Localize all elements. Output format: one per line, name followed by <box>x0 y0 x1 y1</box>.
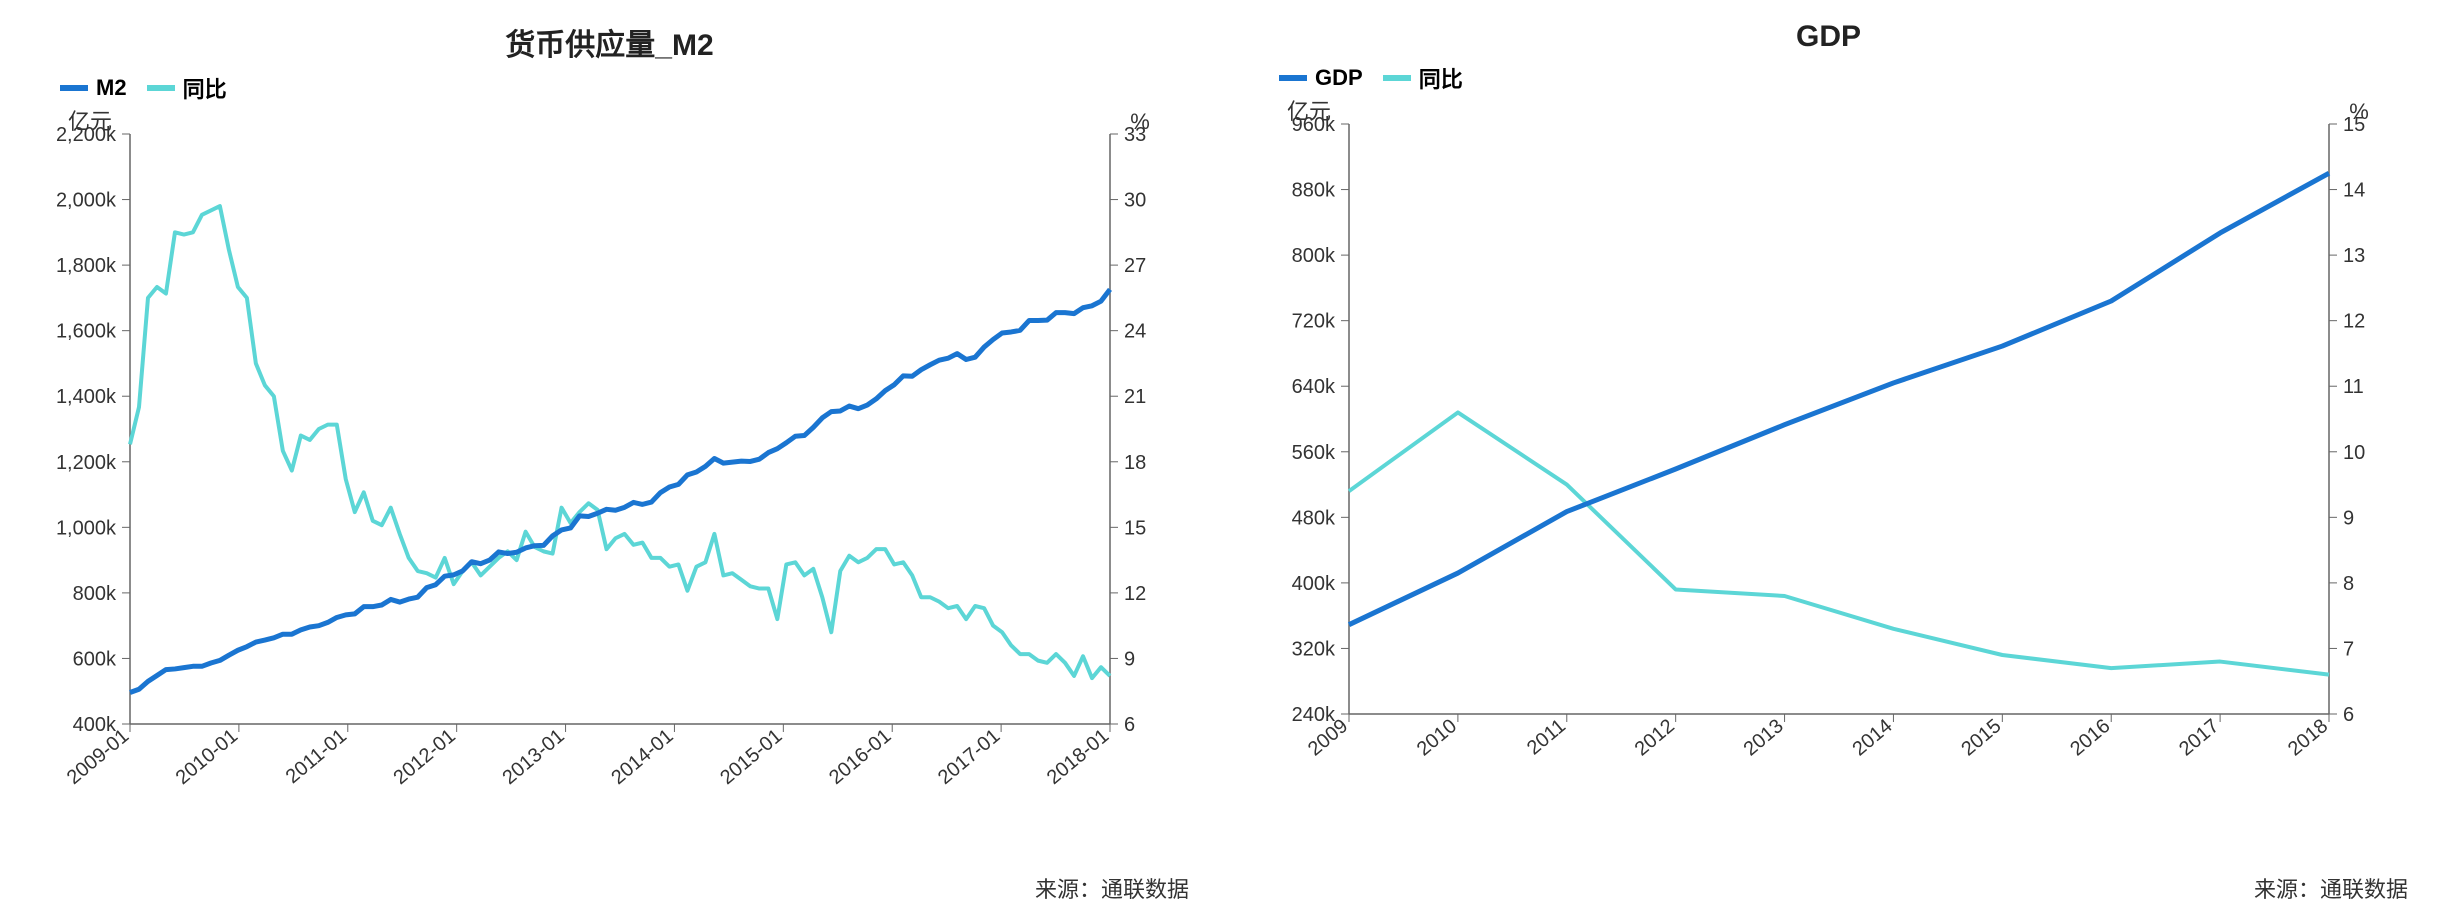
svg-text:1,200k: 1,200k <box>56 452 117 474</box>
gdp-source: 来源：通联数据 <box>2254 872 2408 904</box>
svg-text:21: 21 <box>1124 386 1146 408</box>
svg-text:480k: 480k <box>1292 507 1336 529</box>
m2-legend: M2同比 <box>60 72 1199 104</box>
svg-text:2016-01: 2016-01 <box>825 725 895 789</box>
svg-text:15: 15 <box>1124 517 1146 539</box>
svg-text:2011: 2011 <box>1523 715 1570 760</box>
svg-text:14: 14 <box>2343 180 2365 202</box>
svg-text:1,800k: 1,800k <box>56 255 117 277</box>
svg-text:2,000k: 2,000k <box>56 190 117 212</box>
svg-text:960k: 960k <box>1292 114 1336 136</box>
svg-text:6: 6 <box>2343 704 2354 726</box>
svg-text:2013-01: 2013-01 <box>498 725 568 789</box>
svg-text:2016: 2016 <box>2066 715 2114 760</box>
m2-panel: 货币供应量_M2 M2同比 亿元%400k600k800k1,000k1,200… <box>0 0 1219 916</box>
svg-text:12: 12 <box>1124 583 1146 605</box>
svg-text:10: 10 <box>2343 442 2365 464</box>
svg-text:2010-01: 2010-01 <box>172 725 242 789</box>
svg-text:2015-01: 2015-01 <box>716 725 786 789</box>
svg-text:13: 13 <box>2343 245 2365 267</box>
svg-text:2012-01: 2012-01 <box>390 725 460 789</box>
svg-text:2,200k: 2,200k <box>56 124 117 146</box>
svg-text:9: 9 <box>2343 507 2354 529</box>
svg-text:6: 6 <box>1124 714 1135 736</box>
svg-text:24: 24 <box>1124 321 1146 343</box>
svg-text:720k: 720k <box>1292 311 1336 333</box>
svg-text:2012: 2012 <box>1631 715 1679 760</box>
svg-text:2014-01: 2014-01 <box>607 725 677 789</box>
svg-text:11: 11 <box>2343 376 2364 398</box>
gdp-panel: GDP GDP同比 亿元%240k320k400k480k560k640k720… <box>1219 0 2438 916</box>
svg-text:30: 30 <box>1124 190 1146 212</box>
svg-text:15: 15 <box>2343 114 2365 136</box>
svg-text:2017: 2017 <box>2175 715 2223 760</box>
svg-text:800k: 800k <box>1292 245 1336 267</box>
svg-text:1,600k: 1,600k <box>56 321 117 343</box>
svg-text:2014: 2014 <box>1848 715 1896 760</box>
m2-title: 货币供应量_M2 <box>20 20 1199 64</box>
svg-text:1,400k: 1,400k <box>56 386 117 408</box>
svg-text:2010: 2010 <box>1413 715 1461 760</box>
svg-text:18: 18 <box>1124 452 1146 474</box>
svg-text:600k: 600k <box>73 648 117 670</box>
gdp-chart: 亿元%240k320k400k480k560k640k720k800k880k9… <box>1239 94 2399 854</box>
svg-text:33: 33 <box>1124 124 1146 146</box>
m2-chart: 亿元%400k600k800k1,000k1,200k1,400k1,600k1… <box>20 104 1180 864</box>
svg-text:800k: 800k <box>73 583 117 605</box>
m2-source: 来源：通联数据 <box>1035 872 1189 904</box>
svg-text:400k: 400k <box>1292 573 1336 595</box>
svg-text:27: 27 <box>1124 255 1146 277</box>
gdp-title: GDP <box>1239 20 2418 54</box>
svg-text:2015: 2015 <box>1957 715 2005 760</box>
svg-text:320k: 320k <box>1292 638 1336 660</box>
svg-text:12: 12 <box>2343 311 2365 333</box>
svg-text:640k: 640k <box>1292 376 1336 398</box>
svg-text:2018-01: 2018-01 <box>1043 725 1113 789</box>
svg-text:9: 9 <box>1124 648 1135 670</box>
svg-text:1,000k: 1,000k <box>56 517 117 539</box>
svg-text:7: 7 <box>2343 638 2354 660</box>
svg-text:880k: 880k <box>1292 180 1336 202</box>
svg-text:8: 8 <box>2343 573 2354 595</box>
svg-text:2017-01: 2017-01 <box>934 725 1004 789</box>
svg-text:2018: 2018 <box>2284 715 2332 760</box>
svg-text:560k: 560k <box>1292 442 1336 464</box>
gdp-legend: GDP同比 <box>1279 62 2418 94</box>
svg-text:2011-01: 2011-01 <box>282 725 351 788</box>
svg-text:2013: 2013 <box>1740 715 1788 760</box>
